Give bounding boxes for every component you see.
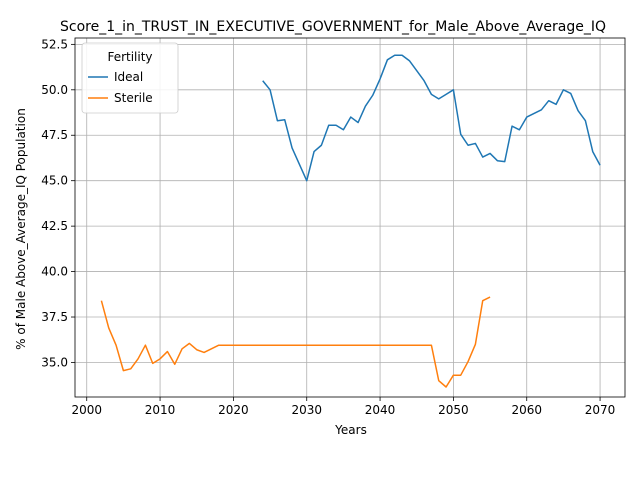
y-tick-label: 40.0	[41, 265, 68, 279]
y-tick-label: 45.0	[41, 174, 68, 188]
y-tick-label: 47.5	[41, 128, 68, 142]
x-axis-ticks: 2000 2010 2020 2030 2040 2050 2060 2070	[71, 397, 615, 417]
x-tick-label: 2020	[218, 403, 249, 417]
series-line-sterile	[100, 296, 491, 388]
x-tick-label: 2000	[71, 403, 102, 417]
x-tick-label: 2060	[511, 403, 542, 417]
y-tick-label: 35.0	[41, 355, 68, 369]
y-axis-label: % of Male Above_Average_IQ Population	[14, 108, 28, 350]
x-tick-label: 2050	[438, 403, 469, 417]
legend-label-ideal: Ideal	[114, 70, 143, 84]
x-tick-label: 2070	[585, 403, 616, 417]
y-tick-label: 37.5	[41, 310, 68, 324]
x-tick-label: 2030	[291, 403, 322, 417]
y-axis-ticks: 35.0 37.5 40.0 42.5 45.0 47.5 50.0 52.5	[41, 37, 75, 369]
legend-box	[81, 42, 179, 114]
legend-label-sterile: Sterile	[114, 91, 153, 105]
y-tick-label: 52.5	[41, 37, 68, 51]
y-tick-label: 50.0	[41, 83, 68, 97]
x-axis-label: Years	[334, 423, 367, 437]
chart-title: Score_1_in_TRUST_IN_EXECUTIVE_GOVERNMENT…	[60, 19, 606, 35]
grid	[75, 38, 625, 397]
series-lines	[100, 54, 601, 388]
series-line-ideal	[262, 54, 601, 182]
legend-title: Fertility	[107, 50, 152, 64]
legend: Fertility Ideal Sterile	[81, 42, 179, 114]
y-tick-label: 42.5	[41, 219, 68, 233]
plot-frame	[74, 37, 626, 398]
x-tick-label: 2010	[145, 403, 176, 417]
x-tick-label: 2040	[365, 403, 396, 417]
